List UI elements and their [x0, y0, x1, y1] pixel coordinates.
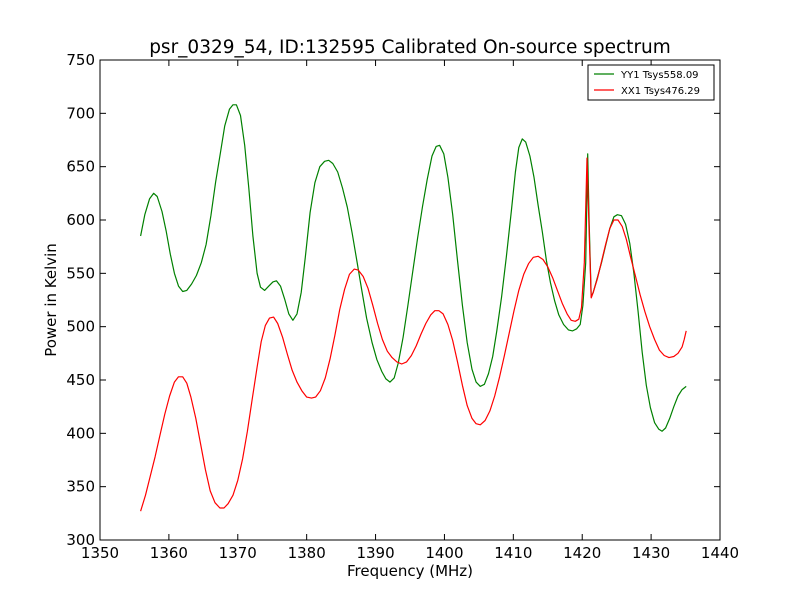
- y-tick-label: 300: [66, 531, 95, 549]
- series-line-0: [140, 104, 687, 432]
- y-tick-label: 700: [66, 104, 95, 122]
- plot-area: 1350 1360 1370 1380 1390 1400 1410 1420 1430 1440…: [66, 51, 739, 562]
- y-tick-label: 600: [66, 211, 95, 229]
- legend-label-0: YY1 Tsys558.09: [620, 70, 699, 81]
- y-tick-label: 650: [66, 158, 95, 176]
- legend: YY1 Tsys558.09 XX1 Tsys476.29: [587, 64, 715, 101]
- legend-box: [587, 64, 715, 101]
- chart-title: psr_0329_54, ID:132595 Calibrated On-sou…: [149, 37, 671, 58]
- y-axis-label: Power in Kelvin: [42, 243, 60, 357]
- ticks-layer: 1350 1360 1370 1380 1390 1400 1410 1420 1430 1440…: [66, 51, 739, 562]
- y-tick-label: 400: [66, 424, 95, 442]
- x-axis-label: Frequency (MHz): [347, 562, 473, 580]
- x-tick-label: 1430: [632, 544, 670, 562]
- x-tick-label: 1400: [425, 544, 463, 562]
- y-tick-label: 750: [66, 51, 95, 69]
- x-tick-label: 1410: [494, 544, 532, 562]
- series-line-1: [140, 157, 687, 512]
- x-tick-label: 1360: [150, 544, 188, 562]
- x-tick-label: 1440: [701, 544, 739, 562]
- x-tick-label: 1390: [356, 544, 394, 562]
- y-tick-label: 450: [66, 371, 95, 389]
- axes-frame: [99, 59, 721, 541]
- y-tick-label: 350: [66, 478, 95, 496]
- x-tick-label: 1420: [563, 544, 601, 562]
- x-tick-label: 1370: [219, 544, 257, 562]
- legend-label-1: XX1 Tsys476.29: [621, 86, 700, 97]
- y-tick-label: 550: [66, 264, 95, 282]
- x-tick-label: 1350: [81, 544, 119, 562]
- series-layer: [140, 104, 687, 512]
- y-tick-label: 500: [66, 318, 95, 336]
- x-tick-label: 1380: [288, 544, 326, 562]
